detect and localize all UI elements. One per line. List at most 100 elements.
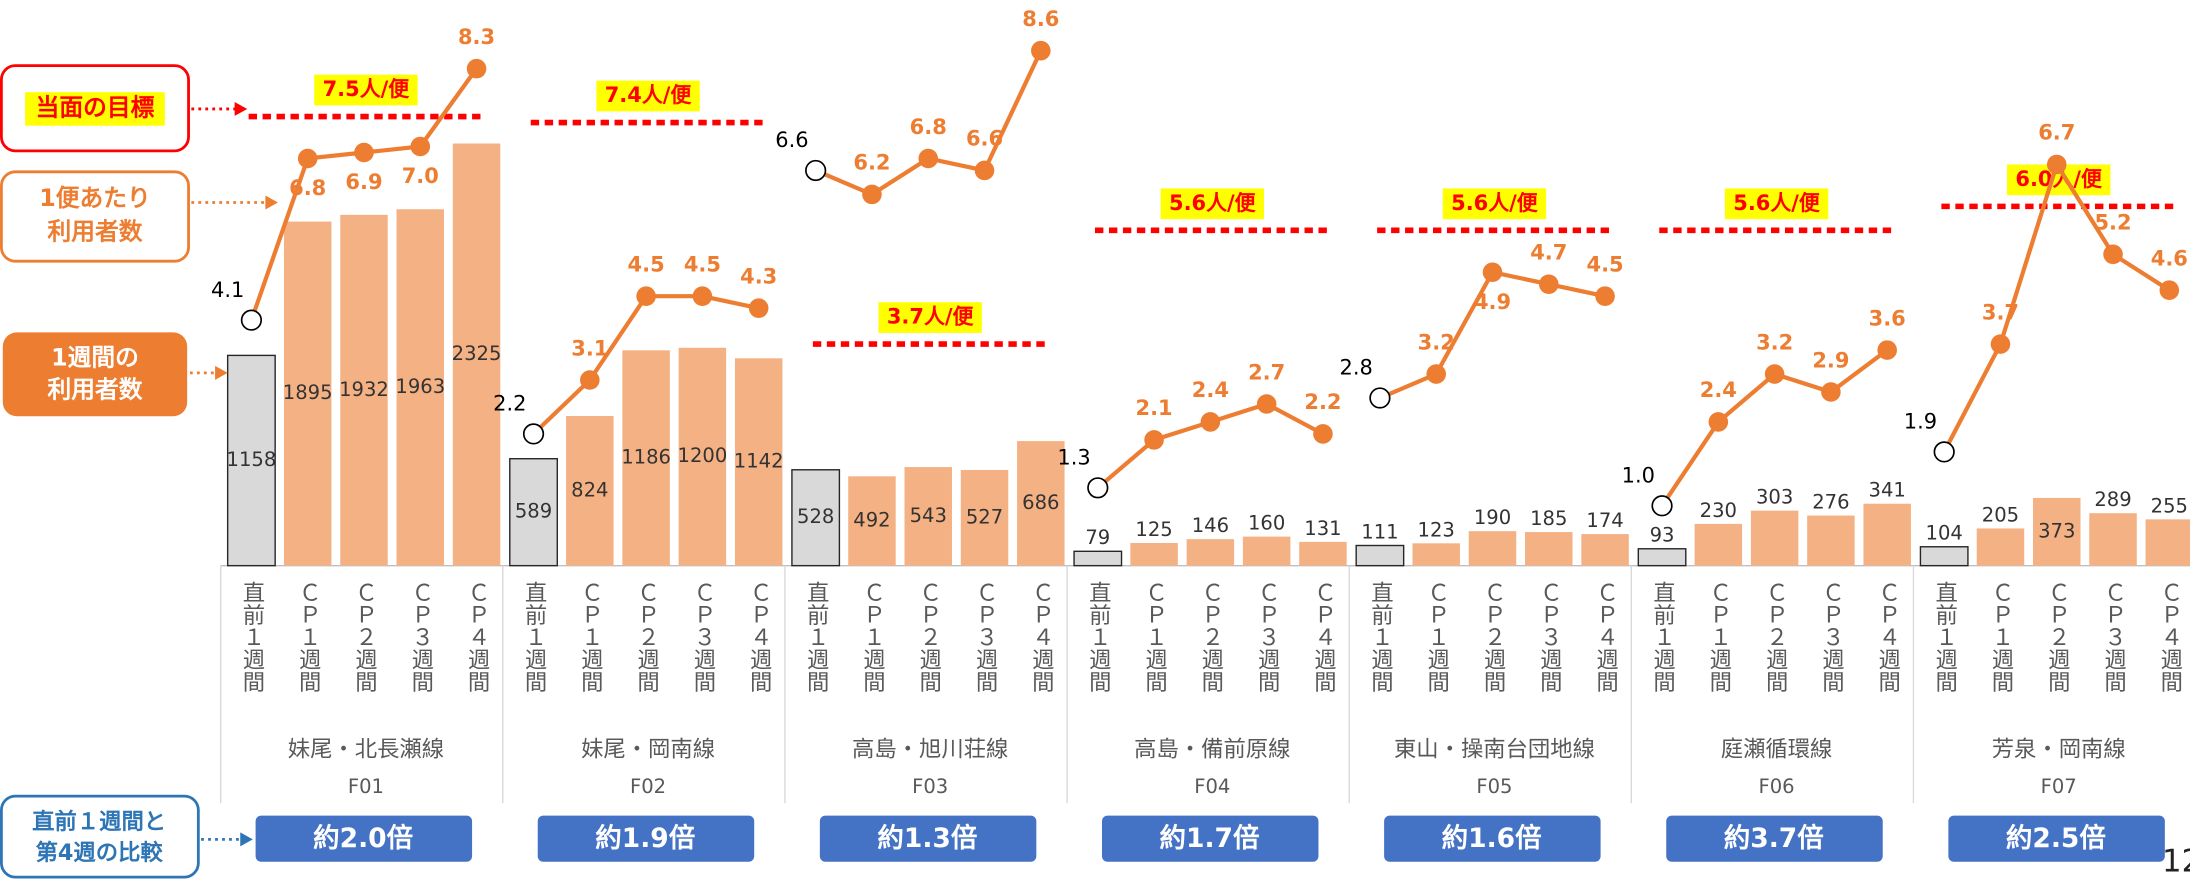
per-trip-point [1708,412,1729,432]
legend-ratio-box [0,794,200,879]
bar [2145,519,2190,566]
per-trip-label: 2.8 [1340,356,1373,380]
per-trip-label: 7.0 [402,164,439,188]
group-name: 芳泉・岡南線 [1992,737,2126,763]
x-tick-label: ＣＰ２週間 [1480,581,1506,693]
bar-value-label: 589 [515,500,552,523]
legend-target-highlight [25,92,165,126]
per-trip-point [1877,340,1897,360]
bar [1468,531,1517,566]
bar [848,476,896,566]
legend-weekly-box [2,332,188,417]
x-tick-label: ＣＰ２週間 [1762,581,1788,693]
ratio-label: 約1.7倍 [1160,823,1260,854]
legend-per-trip-box [0,170,190,263]
per-trip-label: 2.9 [1812,348,1849,372]
bar [904,467,952,566]
per-trip-point [636,286,656,306]
x-tick-label: 直前１週間 [239,581,265,693]
target-label: 5.6人/便 [1169,191,1257,215]
per-trip-point [1144,430,1164,450]
per-trip-label: 2.7 [1248,360,1285,384]
bar [1637,548,1687,567]
per-trip-label: 2.4 [1700,378,1737,402]
x-tick-label: ＣＰ１週間 [1142,581,1168,693]
legend-ratio: 第4週の比較 [36,839,164,866]
target-label-highlight [596,80,700,112]
bar-value-label: 104 [1926,522,1963,545]
per-trip-point [1651,495,1673,517]
ratio-box [537,815,755,862]
per-trip-label: 2.2 [1304,390,1341,414]
target-label: 7.5人/便 [323,77,411,101]
bar [678,347,727,566]
bar-value-label: 1158 [227,448,277,471]
x-tick-label: ＣＰ１週間 [859,581,885,693]
group-name: 東山・操南台団地線 [1394,737,1595,763]
per-trip-point [240,309,263,331]
legend-weekly: 利用者数 [48,376,143,404]
per-trip-point [466,58,487,79]
bar [2089,513,2137,566]
group-code: F01 [348,775,384,798]
bar-value-label: 527 [966,505,1003,528]
ratio-box [819,815,1037,862]
x-tick-label: ＣＰ３週間 [1536,581,1562,693]
x-tick-label: 直前１週間 [803,581,829,693]
x-tick-label: ＣＰ２週間 [351,581,377,693]
bar-value-label: 1932 [339,378,389,401]
target-label-highlight [1160,188,1264,220]
x-tick-label: ＣＰ２週間 [916,581,942,693]
x-tick-label: ＣＰ１週間 [1988,581,2014,693]
per-trip-label: 6.6 [966,127,1003,151]
bar [1807,515,1855,566]
per-trip-point [1539,274,1559,294]
per-trip-label: 1.3 [1057,445,1090,469]
per-trip-point [1369,387,1391,409]
per-trip-point [1313,424,1333,444]
per-trip-point [2159,280,2180,300]
group-name: 高島・旭川荘線 [852,737,1008,763]
group-name: 妹尾・北長瀬線 [288,737,444,763]
per-trip-label: 3.2 [1756,330,1793,354]
bar [1863,503,1911,566]
per-trip-label: 6.8 [289,176,326,200]
bar-value-label: 1895 [283,381,333,404]
ratio-box [1101,815,1319,862]
bar [1355,544,1405,567]
x-tick-label: ＣＰ４週間 [1593,581,1619,693]
x-tick-label: ＣＰ３週間 [972,581,998,693]
page-number: 12 [2162,844,2190,880]
bar-value-label: 146 [1192,514,1229,537]
bar-value-label: 79 [1085,526,1110,549]
ratio-label: 約2.5倍 [2006,823,2106,854]
per-trip-point [805,159,827,182]
legend-arrowhead [234,101,248,116]
per-trip-point [1031,40,1051,61]
legend-arrowhead [265,195,278,210]
bar [1017,441,1065,566]
per-trip-label: 2.2 [493,392,526,416]
bar-value-label: 123 [1418,518,1455,541]
x-tick-label: ＣＰ２週間 [1198,581,1224,693]
per-trip-label: 3.6 [1869,306,1906,330]
legend-target: 当面の目標 [36,93,155,121]
bar [283,221,332,566]
per-trip-point [1990,334,2011,354]
x-tick-label: ＣＰ４週間 [746,581,772,693]
bar [1186,539,1235,566]
bar [1976,528,2025,566]
x-tick-label: ＣＰ４週間 [1875,581,1901,693]
per-trip-point [974,160,995,181]
per-trip-point [692,286,713,306]
bar [509,458,558,567]
per-trip-point [580,370,600,390]
per-trip-label: 4.3 [740,264,777,288]
bar-value-label: 205 [1982,503,2019,526]
bar [791,469,841,567]
per-trip-label: 4.6 [2151,246,2188,270]
per-trip-label: 4.5 [628,252,665,276]
group-name: 庭瀬循環線 [1721,737,1833,763]
x-tick-label: 直前１週間 [1085,581,1111,693]
